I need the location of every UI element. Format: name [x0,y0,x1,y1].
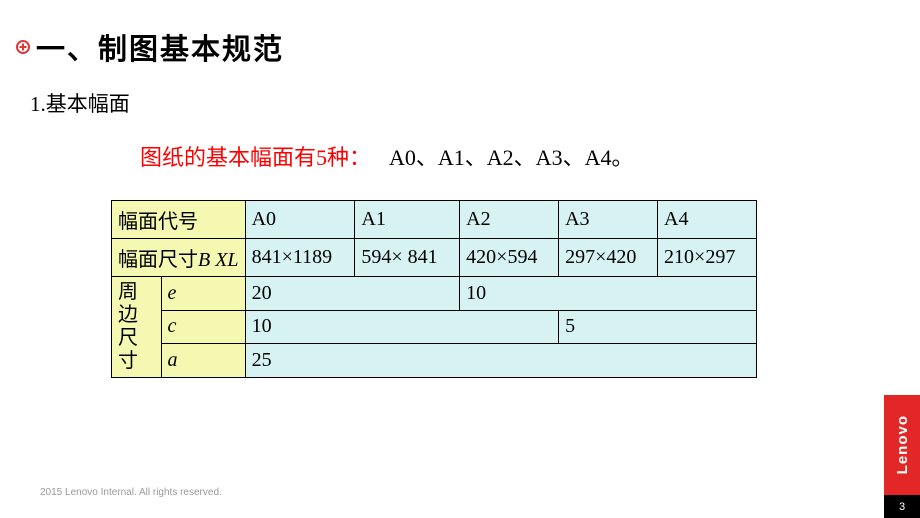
plus-circle-icon [16,40,30,54]
hdr-format-size-main: 幅面尺寸 [118,249,198,271]
intro-red-text: 图纸的基本幅面有5种： [140,140,371,172]
hdr-format-code: 幅面代号 [112,201,246,239]
brand-logo-text: Lenovo [894,415,911,474]
cell-size-a2: 420×594 [460,239,559,277]
hdr-format-size-unit: B XL [198,249,239,271]
cell-a-1: 25 [245,344,756,378]
table-row: 幅面尺寸B XL 841×1189 594× 841 420×594 297×4… [112,239,757,277]
cell-a1: A1 [355,201,460,239]
table-row: 周边尺寸 e 20 10 [112,277,757,311]
cell-size-a4: 210×297 [658,239,757,277]
section-subtitle: 1.基本幅面 [30,88,130,118]
hdr-border-group: 周边尺寸 [112,277,162,378]
table-row: a 25 [112,344,757,378]
footer-copyright: 2015 Lenovo Internal. All rights reserve… [40,487,222,498]
header-row: 一、制图基本规范 [16,26,284,68]
hdr-e: e [161,277,245,311]
page-title: 一、制图基本规范 [36,26,284,68]
hdr-format-size: 幅面尺寸B XL [112,239,246,277]
cell-size-a1: 594× 841 [355,239,460,277]
table-row: c 10 5 [112,310,757,344]
cell-c-1: 10 [245,310,559,344]
cell-a0: A0 [245,201,355,239]
cell-size-a0: 841×1189 [245,239,355,277]
cell-e-2: 10 [460,277,757,311]
format-table: 幅面代号 A0 A1 A2 A3 A4 幅面尺寸B XL 841×1189 59… [111,200,757,378]
cell-a2: A2 [460,201,559,239]
intro-line: 图纸的基本幅面有5种： A0、A1、A2、A3、A4。 [140,140,633,172]
intro-list-text: A0、A1、A2、A3、A4。 [389,140,633,172]
hdr-c: c [161,310,245,344]
brand-bar: Lenovo [884,395,920,495]
page-number: 3 [884,495,920,518]
cell-size-a3: 297×420 [559,239,658,277]
cell-a3: A3 [559,201,658,239]
cell-c-2: 5 [559,310,757,344]
cell-e-1: 20 [245,277,460,311]
table-row: 幅面代号 A0 A1 A2 A3 A4 [112,201,757,239]
cell-a4: A4 [658,201,757,239]
hdr-a: a [161,344,245,378]
